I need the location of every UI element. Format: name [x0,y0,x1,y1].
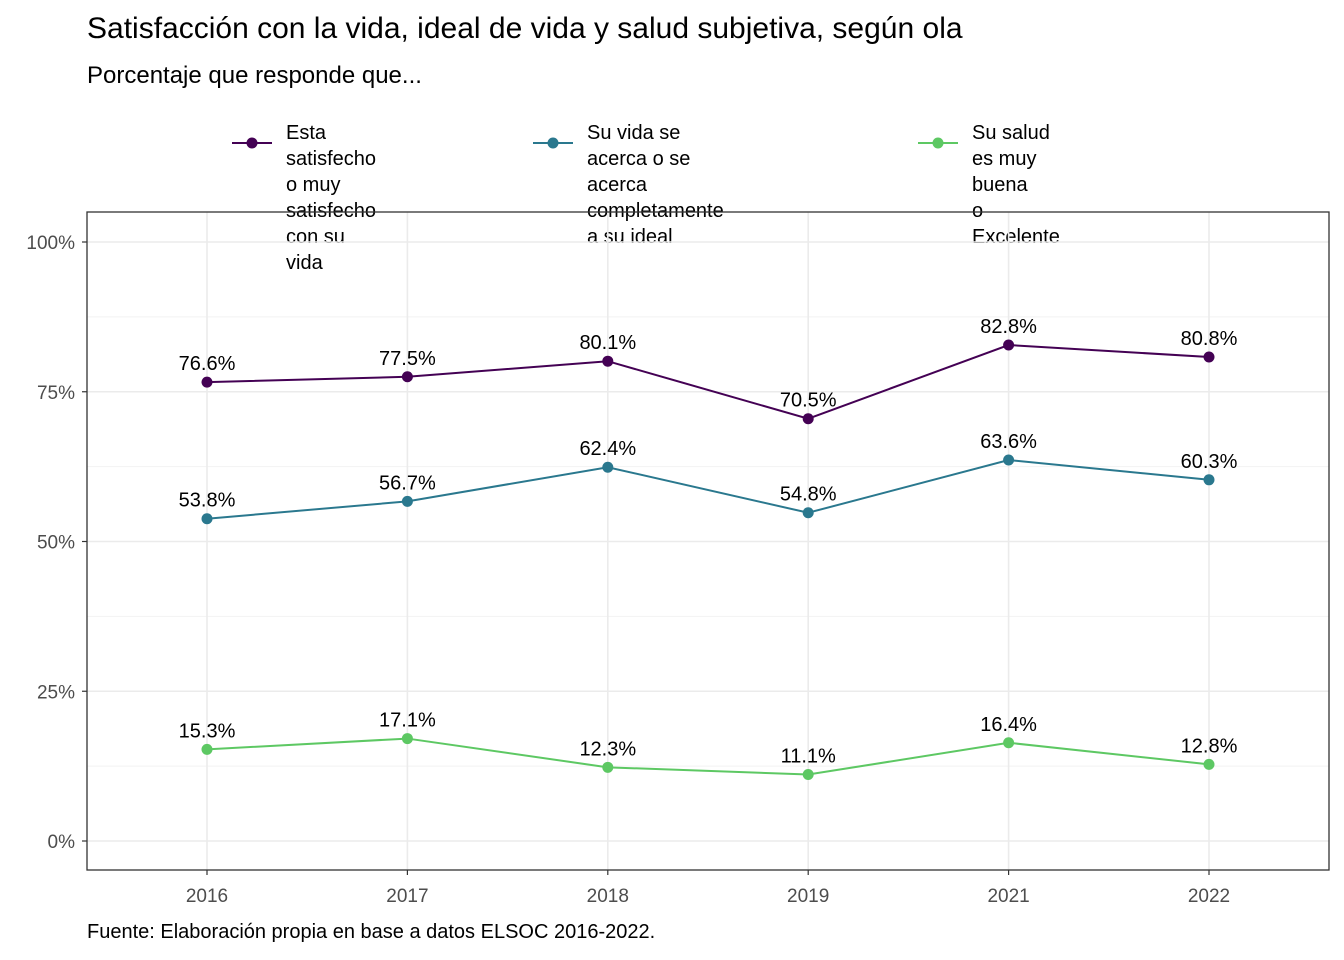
data-point [201,513,213,525]
data-label: 15.3% [179,720,236,742]
x-tick-label: 2021 [987,886,1029,907]
legend-key-ideal [533,137,573,149]
y-tick-label: 25% [37,682,75,703]
data-label: 82.8% [980,316,1037,338]
data-label: 12.3% [579,738,636,760]
legend-key-point [932,137,944,149]
series-line [206,344,1210,420]
data-label: 17.1% [379,710,436,732]
data-label: 70.5% [780,390,837,412]
data-label: 54.8% [780,484,837,506]
data-label: 60.3% [1181,451,1238,473]
legend-key-satisfaccion [232,137,272,149]
x-axis: 2016 2017 2018 2019 2021 2022 [186,870,1230,907]
data-label: 12.8% [1181,735,1238,757]
data-point [602,461,614,473]
data-point [401,371,413,383]
series-line [206,737,1210,776]
data-point [201,376,213,388]
legend-key-point [547,137,559,149]
y-axis: 0% 25% 50% 75% 100% [26,233,87,853]
data-point [201,743,213,755]
y-tick-label: 50% [37,533,75,554]
data-point [401,733,413,745]
data-label: 80.8% [1181,328,1238,350]
series-3: 15.3% 17.1% 12.3% 11.1% 16.4% 12.8% [179,710,1238,781]
y-tick-label: 100% [26,233,75,254]
data-point [1003,737,1015,749]
series-1: 76.6% 77.5% 80.1% 70.5% 82.8% 80.8% [179,316,1238,425]
data-label: 56.7% [379,472,436,494]
data-label: 76.6% [179,353,236,375]
data-point [1003,339,1015,351]
legend-key-salud [918,137,958,149]
data-label: 63.6% [980,431,1037,453]
chart-caption: Fuente: Elaboración propia en base a dat… [87,921,656,943]
data-point [802,769,814,781]
data-label: 53.8% [179,490,236,512]
grid [87,212,1329,870]
chart-subtitle: Porcentaje que responde que... [87,62,422,89]
legend-label-satisfaccion: Esta satisfecho o muy satisfecho con su … [286,122,377,274]
chart-title: Satisfacción con la vida, ideal de vida … [87,12,963,45]
x-tick-label: 2016 [186,886,228,907]
y-tick-label: 0% [48,832,76,853]
data-point [1203,474,1215,486]
data-point [602,761,614,773]
data-label: 77.5% [379,348,436,370]
data-point [802,507,814,519]
data-point [1203,351,1215,363]
y-tick-label: 75% [37,383,75,404]
series-line [206,459,1210,520]
legend-key-point [246,137,258,149]
series-2: 53.8% 56.7% 62.4% 54.8% 63.6% 60.3% [179,431,1238,525]
x-tick-label: 2022 [1188,886,1230,907]
data-point [401,495,413,507]
data-point [802,413,814,425]
data-label: 11.1% [781,746,836,768]
data-point [1003,454,1015,466]
x-tick-label: 2019 [787,886,829,907]
x-tick-label: 2017 [386,886,428,907]
data-point [602,355,614,367]
data-label: 80.1% [579,332,636,354]
x-tick-label: 2018 [587,886,629,907]
data-label: 62.4% [579,438,636,460]
data-label: 16.4% [980,714,1037,736]
data-point [1203,758,1215,770]
